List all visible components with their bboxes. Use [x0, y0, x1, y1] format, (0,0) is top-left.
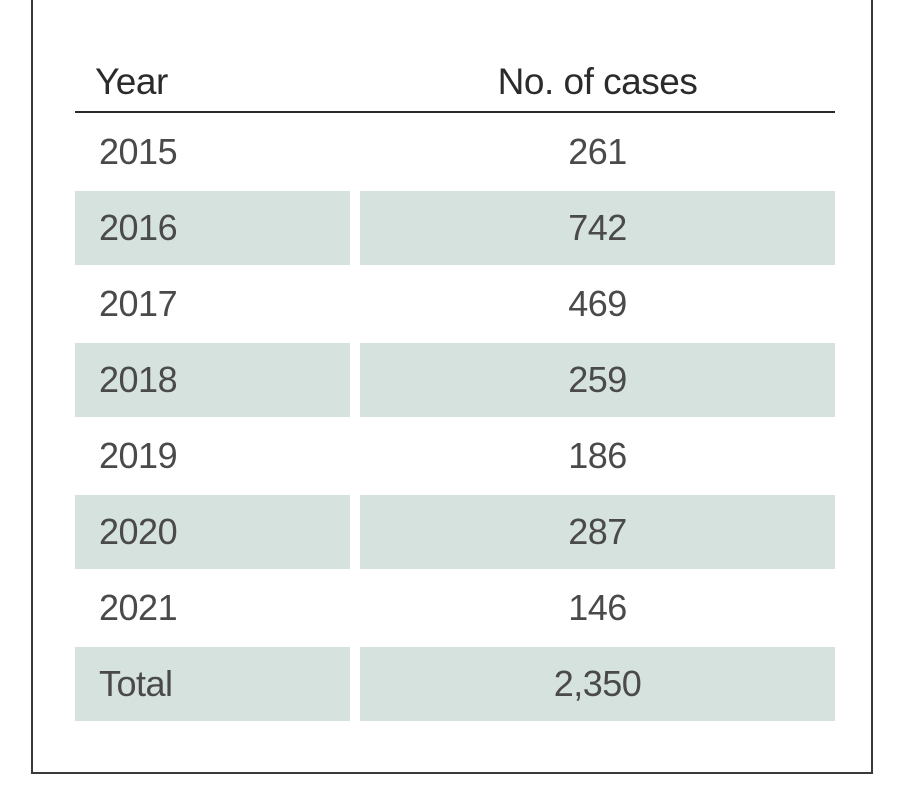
- table-row: 2021 146: [75, 571, 835, 647]
- table-body: 2015 261 2016 742 2017 469 2018 259 2019…: [75, 115, 835, 723]
- table-row: 2019 186: [75, 419, 835, 495]
- table-row: 2015 261: [75, 115, 835, 191]
- cell-year: 2017: [99, 283, 178, 324]
- cell-total-label: Total: [75, 647, 350, 721]
- cell-year: 2015: [99, 131, 178, 172]
- cell-year: 2021: [99, 587, 178, 628]
- table-row: 2018 259: [75, 343, 835, 419]
- cell-cases: 742: [360, 191, 835, 265]
- table-row: 2016 742: [75, 191, 835, 267]
- cell-cases: 287: [360, 495, 835, 569]
- cell-year: 2020: [75, 495, 350, 569]
- cell-year: 2018: [75, 343, 350, 417]
- cell-cases: 259: [360, 343, 835, 417]
- cell-total-cases: 2,350: [360, 647, 835, 721]
- cell-cases: 146: [568, 587, 627, 628]
- header-cases: No. of cases: [497, 61, 698, 102]
- header-year: Year: [95, 61, 168, 102]
- cell-cases: 261: [568, 131, 627, 172]
- cell-cases: 469: [568, 283, 627, 324]
- cell-year: 2016: [75, 191, 350, 265]
- table-header: Year No. of cases: [75, 55, 835, 113]
- table-row-total: Total 2,350: [75, 647, 835, 723]
- cases-table: Year No. of cases 2015 261 2016 742 2017…: [75, 55, 835, 723]
- table-row: 2020 287: [75, 495, 835, 571]
- cell-year: 2019: [99, 435, 178, 476]
- cell-cases: 186: [568, 435, 627, 476]
- table-row: 2017 469: [75, 267, 835, 343]
